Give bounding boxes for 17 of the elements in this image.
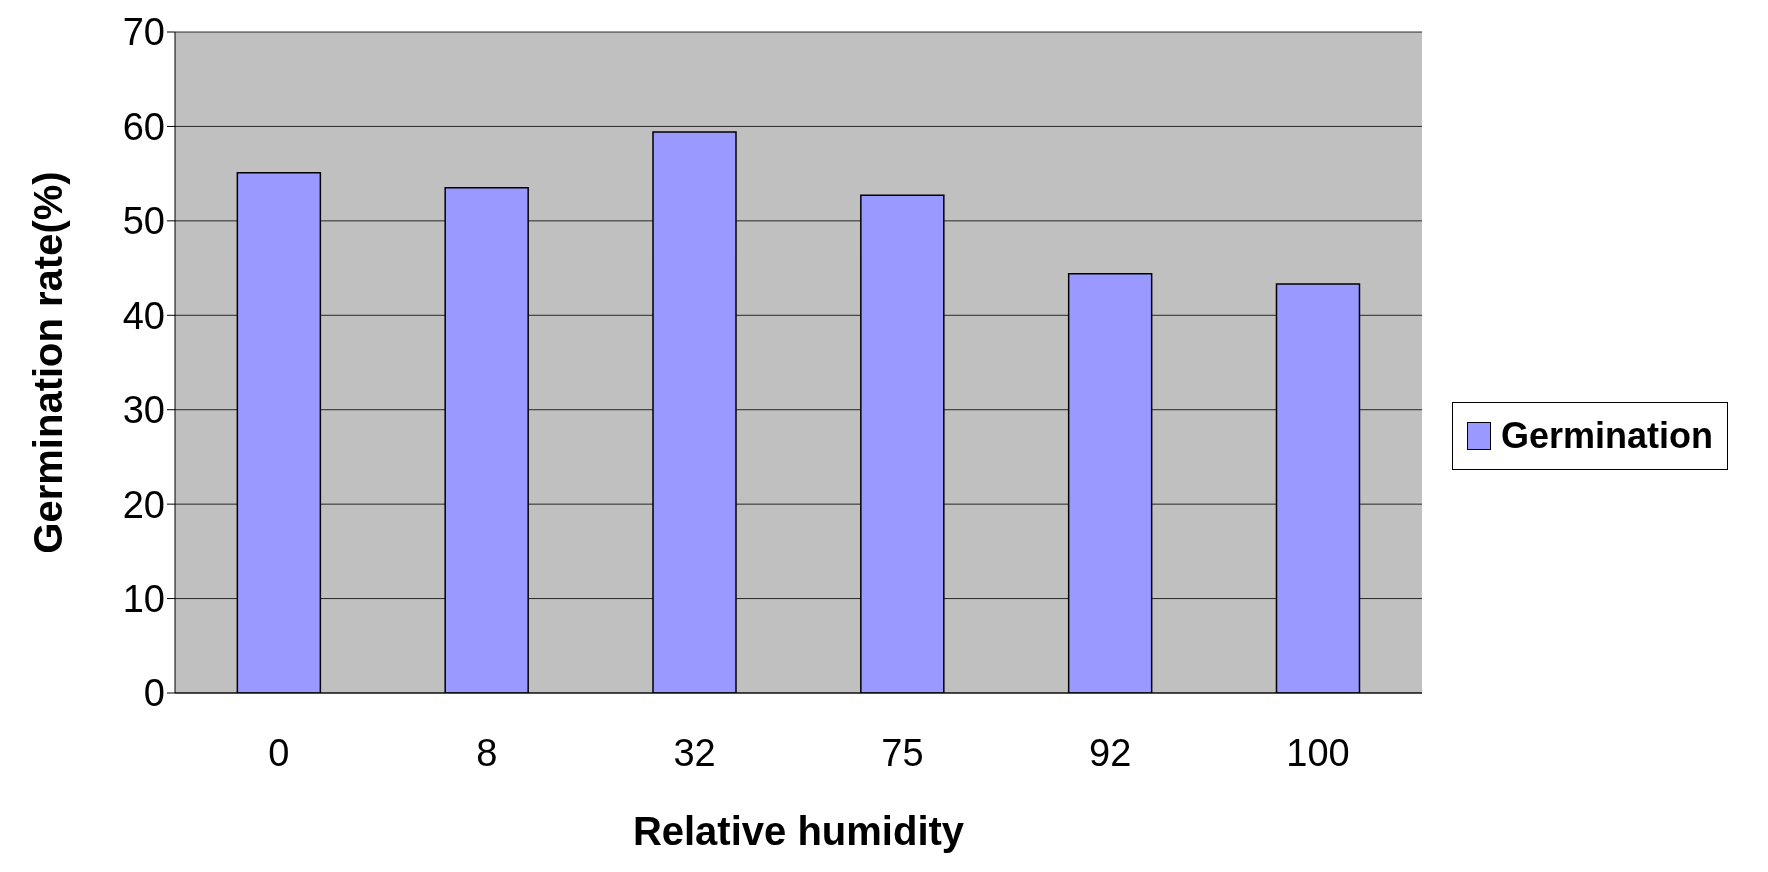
y-axis-title: Germination rate(%) [26,171,71,554]
y-tick-label: 50 [122,200,165,243]
y-tick-label: 40 [122,294,165,337]
y-tick-label: 60 [122,105,165,148]
y-tick-label: 10 [122,578,165,621]
x-tick-label: 75 [881,731,924,774]
x-tick-label: 100 [1286,731,1350,774]
x-axis-title: Relative humidity [632,809,965,853]
x-tick-label: 32 [673,731,716,774]
legend-label: Germination [1500,414,1713,457]
y-tick-label: 20 [122,483,165,526]
y-tick-label: 0 [143,672,165,715]
y-tick-label: 30 [122,389,165,432]
x-tick-label: 92 [1089,731,1132,774]
x-tick-label: 8 [476,731,498,774]
x-tick-label: 0 [268,731,290,774]
y-tick-label: 70 [122,11,165,54]
